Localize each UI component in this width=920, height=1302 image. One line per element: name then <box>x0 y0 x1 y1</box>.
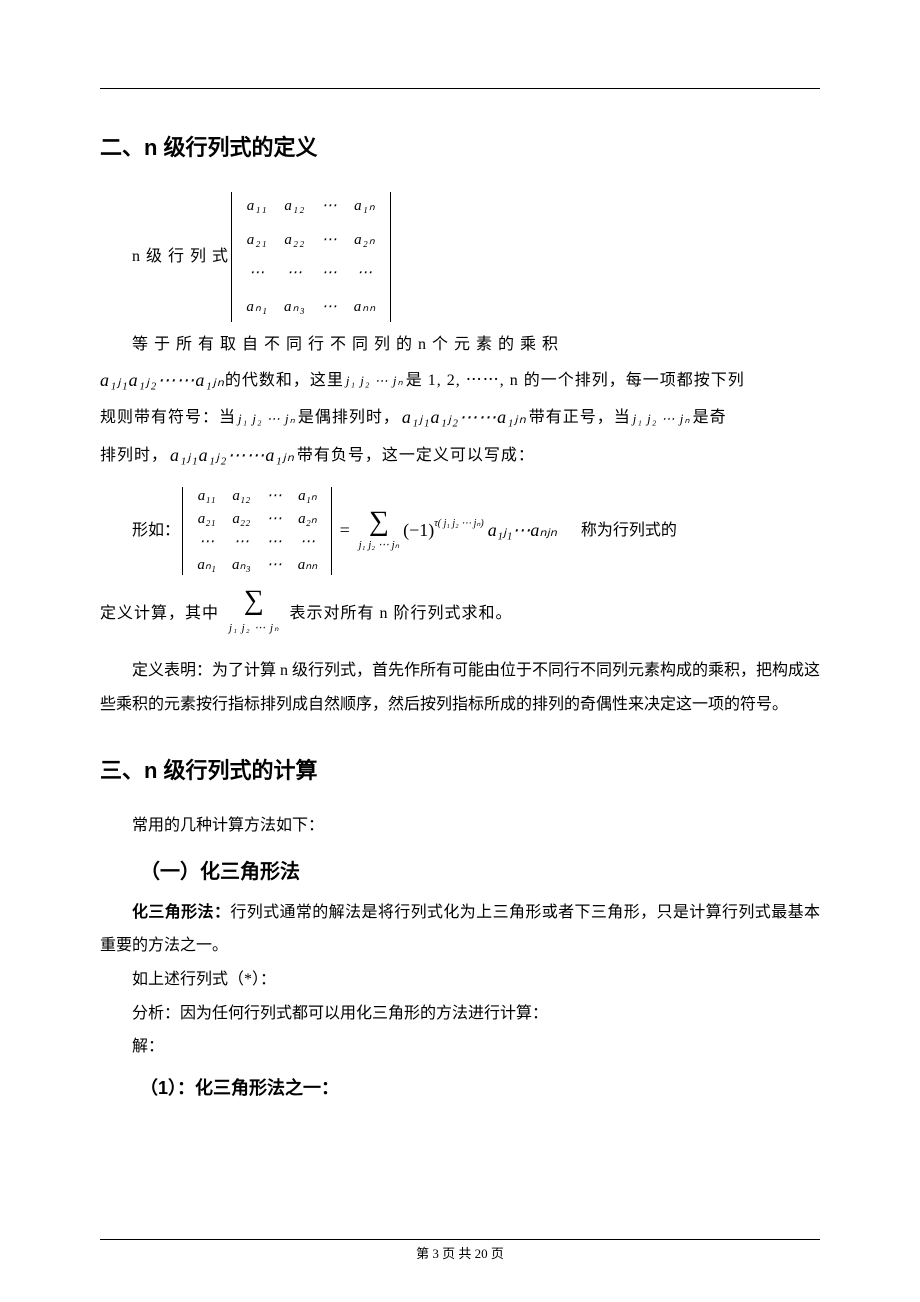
section-2-heading: 二、n 级行列式的定义 <box>100 130 820 162</box>
rhs-term: a₁ⱼ₁⋯aₙⱼₙ <box>488 518 557 543</box>
definition-body-2: 规则带有符号：当 j₁ j₂ ⋯ jₙ 是偶排列时， a₁ⱼ₁a₁ⱼ₂⋯⋯a₁ⱼ… <box>100 399 820 437</box>
perm-seq-3: j₁ j₂ ⋯ jₙ <box>633 405 691 432</box>
sigma-1: ∑ j₁ j₂ ⋯ jₙ <box>359 508 399 553</box>
product-term-2: a₁ⱼ₁a₁ⱼ₂⋯⋯a₁ⱼₙ <box>402 399 527 437</box>
sub-item-1-heading: （1）：化三角形法之一： <box>140 1074 820 1100</box>
definition-body-4: 定义计算，其中 ∑ j₁ j₂ ⋯ jₙ 表示对所有 n 阶行列式求和。 <box>100 587 820 640</box>
definition-lead: n 级 行 列 式 a₁₁a₁₂⋯a₁ₙ a₂₁a₂₂⋯a₂ₙ ⋯⋯⋯⋯ aₙ₁… <box>132 186 820 362</box>
ref-line: 如上述行列式（*）： <box>100 963 820 997</box>
minus-one-power: (−1)τ( j₁ j₂ ⋯ jₙ) <box>403 518 484 543</box>
solution-line: 解： <box>100 1030 820 1064</box>
lead-prefix: n 级 行 列 式 <box>132 240 229 274</box>
page-container: 二、n 级行列式的定义 n 级 行 列 式 a₁₁a₁₂⋯a₁ₙ a₂₁a₂₂⋯… <box>0 0 920 1302</box>
product-term-1: a₁ⱼ₁a₁ⱼ₂⋯⋯a₁ⱼₙ <box>100 362 225 400</box>
determinant-matrix-2: a₁₁a₁₂⋯a₁ₙ a₂₁a₂₂⋯a₂ₙ ⋯⋯⋯⋯ aₙ₁aₙ₃⋯aₙₙ <box>182 485 332 577</box>
formula-prefix: 形如： <box>132 520 180 542</box>
definition-body-1: a₁ⱼ₁a₁ⱼ₂⋯⋯a₁ⱼₙ 的代数和，这里 j₁ j₂ ⋯ jₙ 是 1, 2… <box>100 362 820 400</box>
triangle-method-desc: 化三角形法：行列式通常的解法是将行列式化为上三角形或者下三角形，只是计算行列式最… <box>100 896 820 963</box>
perm-seq-1: j₁ j₂ ⋯ jₙ <box>346 367 404 394</box>
definition-formula: 形如： a₁₁a₁₂⋯a₁ₙ a₂₁a₂₂⋯a₂ₙ ⋯⋯⋯⋯ aₙ₁aₙ₃⋯aₙ… <box>132 481 820 581</box>
definition-explain: 定义表明：为了计算 n 级行列式，首先作所有可能由位于不同行不同列元素构成的乘积… <box>100 654 820 721</box>
section-3-intro: 常用的几种计算方法如下： <box>100 809 820 843</box>
definition-body-3: 排列时， a₁ⱼ₁a₁ⱼ₂⋯⋯a₁ⱼₙ 带有负号，这一定义可以写成： <box>100 437 820 475</box>
formula-suffix: 称为行列式的 <box>581 520 677 542</box>
lead-suffix: 等 于 所 有 取 自 不 同 行 不 同 列 的 n 个 元 素 的 乘 积 <box>132 328 559 362</box>
header-rule <box>100 88 820 89</box>
perm-seq-2: j₁ j₂ ⋯ jₙ <box>238 405 296 432</box>
subsection-1-heading: （一）化三角形法 <box>140 855 820 884</box>
product-term-3: a₁ⱼ₁a₁ⱼ₂⋯⋯a₁ⱼₙ <box>170 437 295 475</box>
analysis-line: 分析：因为任何行列式都可以用化三角形的方法进行计算： <box>100 997 820 1031</box>
sigma-2: ∑ j₁ j₂ ⋯ jₙ <box>229 587 279 640</box>
triangle-method-bold: 化三角形法： <box>132 904 230 921</box>
section-3-heading: 三、n 级行列式的计算 <box>100 753 820 785</box>
footer-rule <box>100 1239 820 1240</box>
equals-sign: = <box>338 518 350 543</box>
determinant-matrix-1: a₁₁a₁₂⋯a₁ₙ a₂₁a₂₂⋯a₂ₙ ⋯⋯⋯⋯ aₙ₁aₙ₃⋯aₙₙ <box>231 190 391 324</box>
page-footer: 第 3 页 共 20 页 <box>0 1243 920 1262</box>
